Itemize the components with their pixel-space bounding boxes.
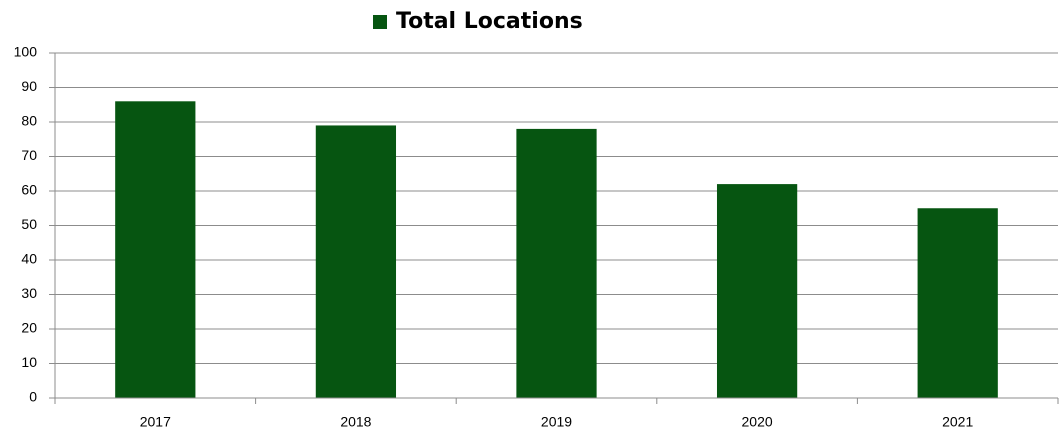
y-tick-label: 0	[29, 389, 37, 405]
bar	[115, 101, 196, 399]
bar	[315, 125, 397, 398]
x-tick-label: 2019	[541, 414, 572, 430]
y-tick-label: 50	[21, 216, 37, 232]
y-tick-label: 40	[21, 251, 37, 267]
x-tick-label: 2020	[742, 414, 773, 430]
legend-swatch	[373, 15, 387, 29]
x-tick-label: 2017	[140, 414, 171, 430]
y-tick-label: 30	[21, 285, 37, 301]
y-tick-label: 10	[21, 354, 37, 370]
y-tick-label: 70	[21, 147, 37, 163]
x-tick-label: 2021	[942, 414, 973, 430]
legend-label: Total Locations	[396, 9, 583, 34]
y-tick-label: 90	[21, 78, 37, 94]
y-tick-label: 60	[21, 182, 37, 198]
y-tick-label: 20	[21, 320, 37, 336]
x-tick-label: 2018	[340, 414, 371, 430]
y-tick-label: 80	[21, 113, 37, 129]
bar	[716, 184, 798, 398]
y-tick-label: 100	[14, 44, 38, 60]
bar	[917, 208, 998, 398]
legend: Total Locations	[373, 9, 583, 34]
bar	[516, 128, 597, 398]
